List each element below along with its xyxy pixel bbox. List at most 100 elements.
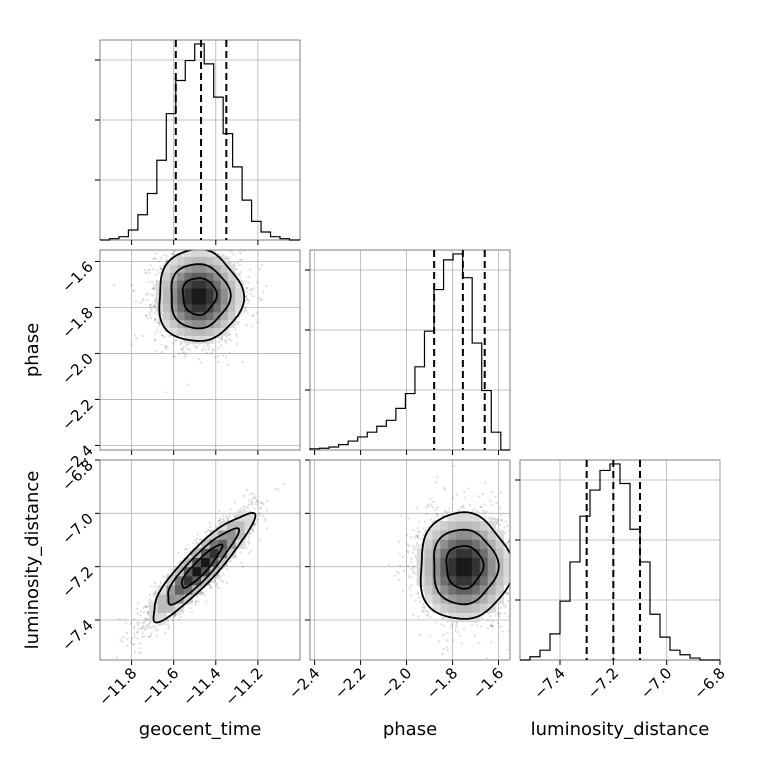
sample-point — [266, 499, 269, 503]
sample-point — [155, 328, 159, 332]
sample-point — [241, 361, 244, 364]
sample-point — [255, 499, 258, 502]
panel-frame — [309, 249, 511, 451]
sample-point — [173, 247, 175, 249]
sample-point — [190, 554, 193, 558]
sample-point — [245, 309, 248, 313]
sample-point — [249, 292, 252, 295]
density-cell — [206, 311, 214, 321]
sample-point — [222, 253, 225, 257]
sample-point — [252, 314, 255, 317]
density-cell — [191, 288, 200, 297]
y-tick-label: −7.4 — [58, 616, 96, 654]
density-cell — [184, 280, 193, 289]
sample-point — [125, 644, 128, 648]
density-cell — [235, 295, 243, 305]
sample-point — [221, 235, 223, 237]
sample-point — [237, 273, 240, 277]
sample-point — [158, 271, 161, 274]
sample-point — [201, 591, 205, 595]
sample-point — [133, 625, 136, 628]
density-cell — [198, 303, 207, 313]
sample-point — [179, 340, 183, 343]
sample-point — [150, 632, 153, 635]
sample-point — [133, 334, 137, 337]
sample-point — [202, 237, 204, 239]
sample-point — [180, 342, 184, 345]
sample-point — [135, 607, 139, 611]
sample-point — [253, 507, 256, 510]
sample-point — [228, 245, 230, 247]
sample-point — [256, 503, 259, 506]
sample-point — [207, 528, 210, 532]
sample-point — [184, 353, 187, 356]
sample-point — [125, 631, 129, 635]
density-cell — [198, 272, 207, 281]
sample-point — [224, 338, 228, 341]
sample-point — [148, 268, 151, 272]
sample-point — [179, 342, 182, 346]
sample-point — [153, 311, 156, 315]
sample-point — [217, 346, 220, 350]
sample-point — [210, 351, 213, 354]
sample-point — [265, 509, 269, 512]
sample-point — [148, 635, 151, 639]
sample-point — [232, 514, 236, 518]
density-cell — [191, 295, 200, 305]
sample-point — [144, 272, 147, 275]
density-cell — [177, 272, 186, 281]
sample-point — [154, 591, 157, 594]
sample-point — [172, 342, 175, 345]
sample-point — [219, 578, 223, 582]
density-cell — [235, 303, 243, 313]
sample-point — [142, 299, 145, 303]
contour-line — [181, 277, 218, 316]
sample-point — [150, 280, 154, 284]
sample-point — [194, 599, 198, 603]
sample-point — [134, 635, 137, 639]
density-cell — [227, 272, 236, 281]
sample-point — [252, 287, 256, 290]
sample-point — [239, 508, 242, 511]
density-cell — [184, 311, 193, 321]
density-cell — [227, 288, 236, 297]
sample-point — [184, 245, 186, 247]
density-cell — [213, 272, 222, 281]
sample-point — [181, 351, 184, 354]
sample-point — [165, 391, 168, 394]
sample-point — [265, 527, 269, 530]
sample-point — [154, 625, 157, 629]
sample-point — [152, 304, 155, 308]
y-tick-label: −7.2 — [58, 563, 96, 601]
density-cell — [198, 288, 207, 297]
density-cell — [227, 295, 236, 305]
density-cell — [170, 264, 178, 273]
sample-point — [166, 254, 169, 258]
sample-point — [190, 244, 192, 246]
sample-point — [146, 612, 150, 615]
sample-point — [149, 634, 152, 637]
sample-point — [210, 234, 212, 236]
density-cell — [191, 335, 200, 344]
sample-point — [232, 262, 236, 265]
density-cell — [177, 288, 186, 297]
sample-point — [153, 304, 157, 307]
sample-point — [123, 618, 127, 621]
sample-point — [151, 287, 155, 290]
sample-point — [151, 267, 155, 270]
sample-point — [228, 515, 231, 519]
density-cell — [177, 280, 186, 289]
sample-point — [233, 216, 235, 218]
sample-point — [150, 293, 153, 296]
x-tick-label: −11.6 — [137, 664, 182, 709]
sample-point — [241, 565, 244, 568]
sample-point — [233, 501, 237, 504]
sample-point — [239, 551, 242, 554]
sample-point — [148, 597, 151, 601]
density-cell — [162, 311, 171, 321]
sample-point — [215, 525, 218, 529]
y-axis-label-luminosity-distance: luminosity_distance — [22, 471, 43, 650]
density-cell — [206, 319, 214, 329]
sample-point — [122, 636, 125, 639]
sample-point — [167, 573, 170, 577]
